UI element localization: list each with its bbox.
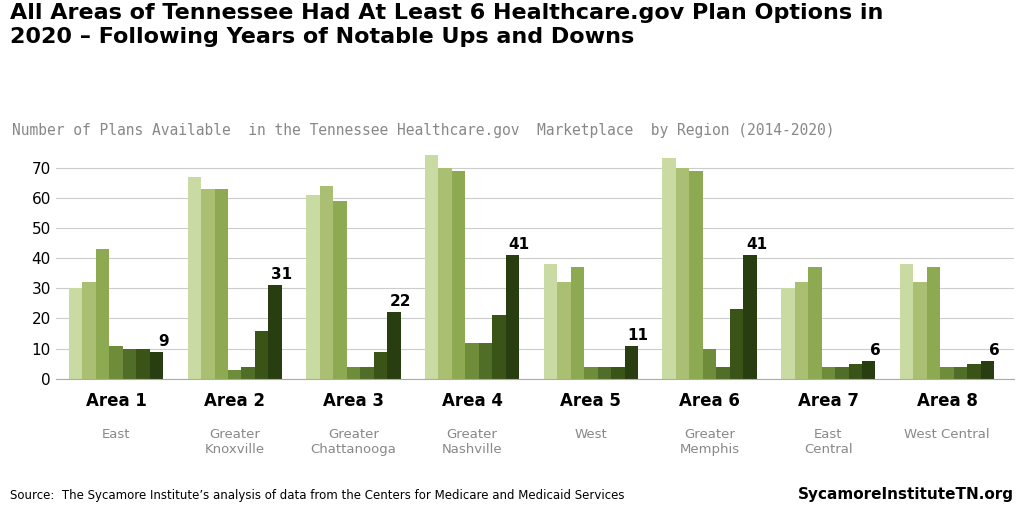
Text: Area 7: Area 7: [798, 392, 859, 410]
Text: Area 5: Area 5: [560, 392, 622, 410]
Bar: [425, 156, 438, 379]
Text: 41: 41: [509, 237, 529, 252]
Bar: [374, 352, 387, 379]
Bar: [214, 188, 228, 379]
Bar: [689, 170, 702, 379]
Text: Area 6: Area 6: [679, 392, 740, 410]
Bar: [479, 343, 493, 379]
Bar: [862, 361, 876, 379]
Bar: [544, 264, 557, 379]
Bar: [913, 282, 927, 379]
Bar: [625, 346, 638, 379]
Text: 31: 31: [271, 267, 293, 282]
Text: Greater
Memphis: Greater Memphis: [680, 428, 739, 456]
Bar: [319, 186, 333, 379]
Bar: [228, 370, 242, 379]
Bar: [493, 315, 506, 379]
Bar: [347, 367, 360, 379]
Bar: [506, 255, 519, 379]
Text: East
Central: East Central: [804, 428, 853, 456]
Text: Area 4: Area 4: [441, 392, 503, 410]
Text: Greater
Nashville: Greater Nashville: [441, 428, 503, 456]
Bar: [438, 167, 452, 379]
Bar: [663, 158, 676, 379]
Text: West Central: West Central: [904, 428, 990, 440]
Bar: [96, 249, 110, 379]
Bar: [150, 352, 163, 379]
Bar: [306, 195, 319, 379]
Bar: [927, 267, 940, 379]
Bar: [821, 367, 835, 379]
Text: 22: 22: [390, 294, 412, 309]
Bar: [940, 367, 953, 379]
Bar: [900, 264, 913, 379]
Bar: [201, 188, 214, 379]
Bar: [702, 349, 717, 379]
Text: Number of Plans Available  in the Tennessee Healthcare.gov  Marketplace  by Regi: Number of Plans Available in the Tenness…: [12, 123, 835, 138]
Bar: [808, 267, 821, 379]
Text: 41: 41: [746, 237, 767, 252]
Text: 11: 11: [628, 328, 648, 343]
Text: West: West: [574, 428, 607, 440]
Bar: [268, 285, 282, 379]
Bar: [981, 361, 994, 379]
Bar: [849, 364, 862, 379]
Bar: [570, 267, 584, 379]
Bar: [123, 349, 136, 379]
Text: All Areas of Tennessee Had At Least 6 Healthcare.gov Plan Options in
2020 – Foll: All Areas of Tennessee Had At Least 6 He…: [10, 3, 884, 47]
Bar: [781, 288, 795, 379]
Bar: [255, 331, 268, 379]
Text: Area 2: Area 2: [204, 392, 265, 410]
Text: Area 1: Area 1: [86, 392, 146, 410]
Bar: [968, 364, 981, 379]
Bar: [187, 177, 201, 379]
Bar: [82, 282, 96, 379]
Bar: [795, 282, 808, 379]
Bar: [452, 170, 466, 379]
Bar: [730, 309, 743, 379]
Bar: [333, 201, 347, 379]
Bar: [676, 167, 689, 379]
Bar: [387, 312, 400, 379]
Bar: [611, 367, 625, 379]
Bar: [466, 343, 479, 379]
Bar: [69, 288, 82, 379]
Text: SycamoreInstituteTN.org: SycamoreInstituteTN.org: [798, 487, 1014, 502]
Text: Greater
Knoxville: Greater Knoxville: [205, 428, 265, 456]
Text: 6: 6: [870, 343, 881, 358]
Bar: [584, 367, 598, 379]
Bar: [360, 367, 374, 379]
Text: Source:  The Sycamore Institute’s analysis of data from the Centers for Medicare: Source: The Sycamore Institute’s analysi…: [10, 489, 625, 502]
Text: 6: 6: [989, 343, 999, 358]
Bar: [110, 346, 123, 379]
Bar: [598, 367, 611, 379]
Bar: [557, 282, 570, 379]
Bar: [136, 349, 150, 379]
Bar: [717, 367, 730, 379]
Bar: [835, 367, 849, 379]
Text: East: East: [101, 428, 130, 440]
Bar: [953, 367, 968, 379]
Text: Greater
Chattanooga: Greater Chattanooga: [310, 428, 396, 456]
Text: 9: 9: [158, 334, 169, 349]
Text: Area 8: Area 8: [916, 392, 978, 410]
Text: Area 3: Area 3: [323, 392, 384, 410]
Bar: [743, 255, 757, 379]
Bar: [242, 367, 255, 379]
